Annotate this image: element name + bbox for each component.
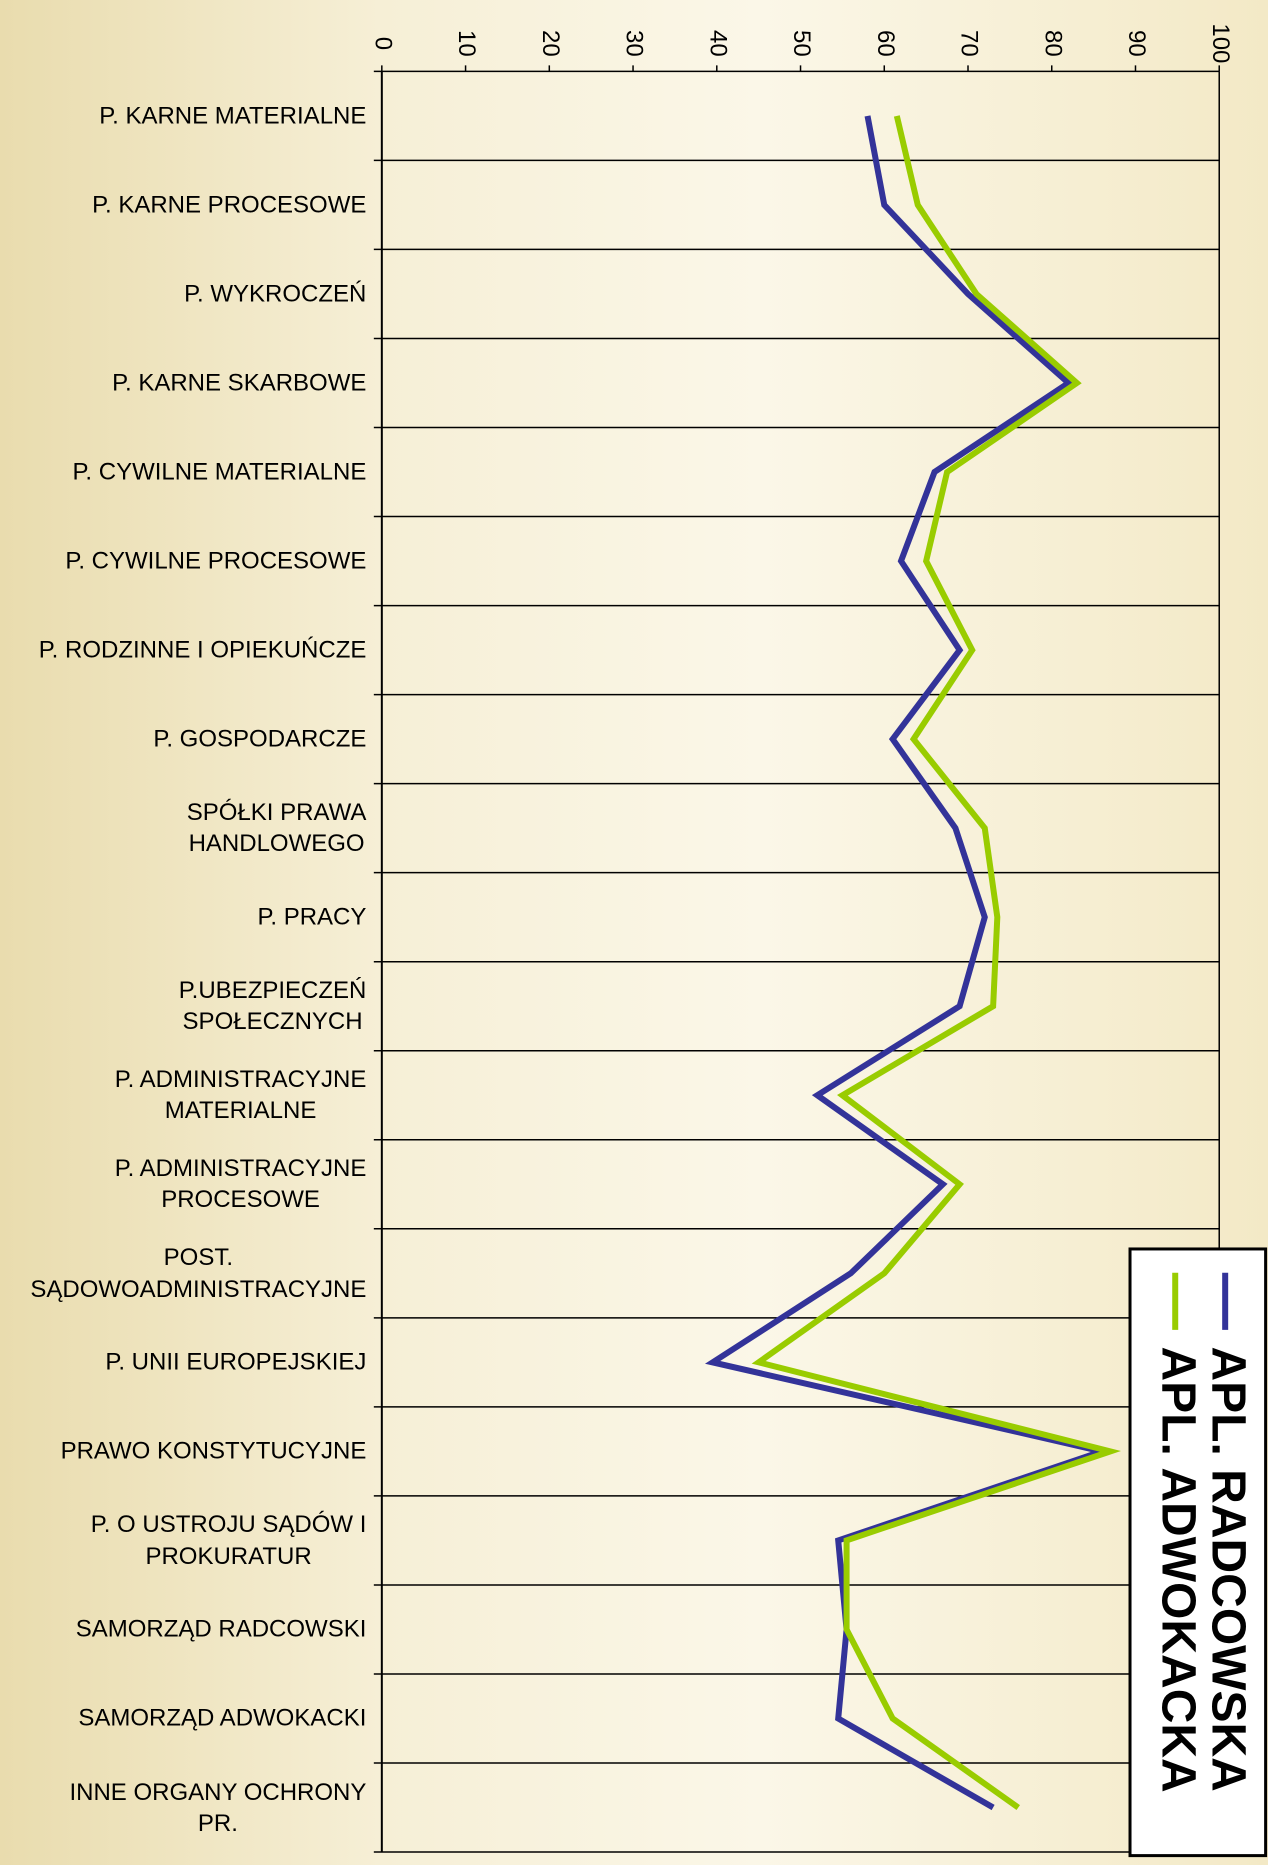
category-label: P. KARNE MATERIALNE (99, 102, 367, 130)
x-tick-label: 30 (621, 30, 648, 57)
x-tick-label: 40 (704, 30, 731, 57)
category-label: P. KARNE PROCESOWE (92, 191, 367, 219)
category-label: P. PRACY (257, 903, 367, 931)
category-label: P. CYWILNE PROCESOWE (65, 547, 367, 575)
category-label: PRAWO KONSTYTUCYJNE (60, 1437, 367, 1465)
category-label: POST. SĄDOWOADMINISTRACYJNE (30, 1244, 367, 1303)
legend-box (1128, 1247, 1268, 1858)
category-label: P. O USTROJU SĄDÓW I PROKURATUR (90, 1511, 367, 1570)
category-label: SPÓŁKI PRAWA HANDLOWEGO (186, 798, 367, 858)
category-label: P. WYKROCZEŃ (184, 280, 367, 308)
x-tick-label: 80 (1039, 30, 1066, 57)
category-label: P.UBEZPIECZEŃ SPOŁECZNYCH (178, 977, 367, 1036)
legend-label: APL. RADCOWSKA (1201, 1347, 1254, 1792)
category-label: P. KARNE SKARBOWE (112, 369, 367, 397)
x-tick-label: 100 (1207, 23, 1234, 63)
category-label: P. UNII EUROPEJSKIEJ (105, 1348, 367, 1376)
x-tick-label: 50 (788, 30, 815, 57)
x-tick-label: 20 (537, 30, 564, 57)
x-tick-label: 0 (369, 37, 396, 50)
category-label: P. ADMINISTRACYJNE PROCESOWE (114, 1155, 367, 1214)
x-tick-label: 70 (956, 30, 983, 57)
category-label: P. ADMINISTRACYJNE MATERIALNE (114, 1066, 367, 1125)
x-tick-label: 10 (453, 30, 480, 57)
x-tick-label: 60 (872, 30, 899, 57)
legend-label: APL. ADWOKACKA (1152, 1347, 1205, 1793)
category-label: P. RODZINNE I OPIEKUŃCZE (38, 636, 367, 664)
category-label: P. GOSPODARCZE (153, 725, 367, 753)
category-label: SAMORZĄD ADWOKACKI (78, 1704, 367, 1732)
x-tick-label: 90 (1123, 30, 1150, 57)
category-label: INNE ORGANY OCHRONY PR. (69, 1778, 367, 1837)
category-label: P. CYWILNE MATERIALNE (72, 458, 367, 486)
series-line (751, 115, 1121, 1810)
category-label: SAMORZĄD RADCOWSKI (75, 1615, 367, 1643)
